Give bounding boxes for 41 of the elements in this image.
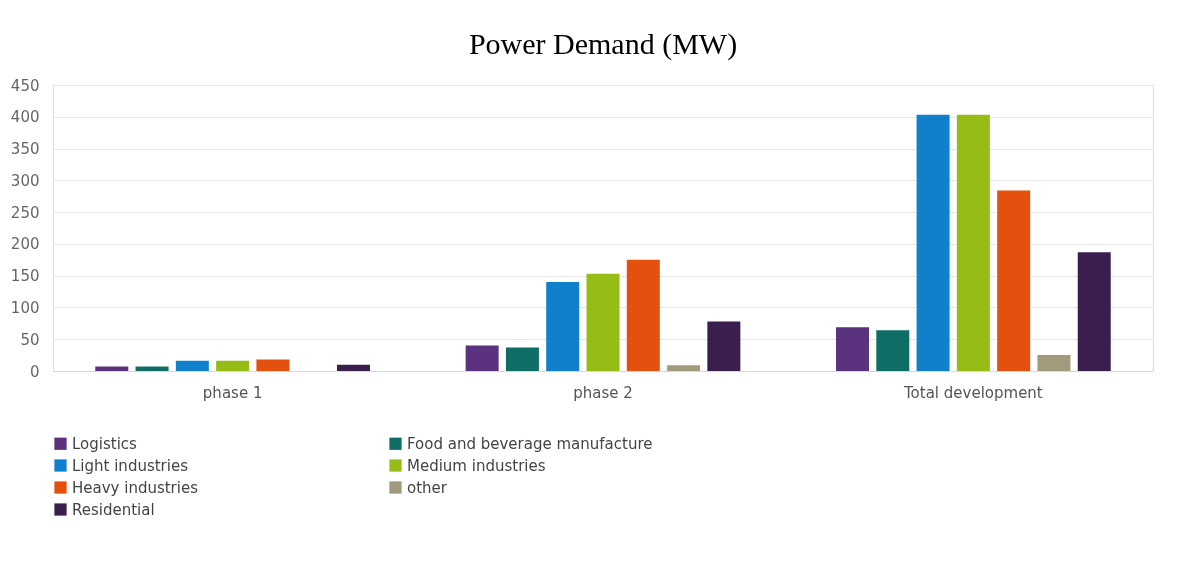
bar (667, 365, 701, 371)
y-tick-label: 350 (10, 140, 40, 159)
bar (916, 114, 950, 371)
legend-label: Food and beverage manufacture (407, 434, 653, 453)
y-tick-label: 200 (10, 235, 40, 254)
bar (1077, 252, 1111, 371)
bar (465, 345, 499, 371)
legend-label: Heavy industries (72, 478, 199, 497)
legend-label: Medium industries (407, 456, 546, 475)
y-tick-label: 0 (29, 362, 40, 381)
x-tick-label: phase 2 (573, 383, 633, 402)
bar (586, 273, 620, 371)
chart-title: Power Demand (MW) (468, 27, 738, 61)
legend-label: Logistics (72, 434, 138, 453)
y-tick-label: 100 (10, 298, 40, 317)
bar (876, 330, 910, 371)
y-tick-label: 50 (20, 330, 40, 349)
y-tick-label: 300 (10, 171, 40, 190)
legend-label: other (407, 478, 448, 497)
bar (626, 259, 660, 371)
bar (336, 364, 370, 371)
y-tick-label: 450 (10, 76, 40, 95)
y-tick-label: 250 (10, 203, 40, 222)
bar (707, 321, 741, 371)
y-tick-label: 400 (10, 108, 40, 127)
x-tick-label: Total development (903, 383, 1043, 402)
bar (175, 360, 209, 371)
legend-label: Light industries (72, 456, 189, 475)
bar (216, 360, 250, 371)
bar (1037, 355, 1071, 371)
legend-label: Residential (72, 500, 155, 519)
bar (505, 347, 539, 371)
bar (135, 366, 169, 371)
bar (546, 282, 580, 371)
bar (836, 327, 870, 371)
bar (956, 114, 990, 371)
x-tick-label: phase 1 (202, 383, 263, 402)
bar (997, 190, 1031, 371)
bar (256, 359, 290, 371)
y-tick-label: 150 (10, 267, 40, 286)
bar (95, 366, 129, 371)
